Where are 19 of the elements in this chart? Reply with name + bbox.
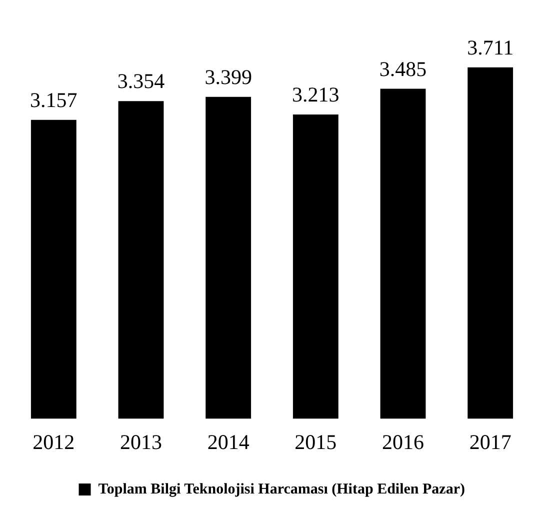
x-tick-label: 2013 <box>120 430 162 454</box>
bar <box>380 88 426 419</box>
x-tick-label: 2015 <box>294 430 337 454</box>
x-tick-label: 2016 <box>382 430 424 454</box>
data-label: 3.354 <box>117 69 166 94</box>
data-label: 3.157 <box>30 88 78 112</box>
data-label: 3.399 <box>204 64 252 89</box>
data-label: 3.213 <box>292 82 340 107</box>
x-tick-label: 2017 <box>469 430 512 454</box>
data-label: 3.485 <box>379 56 427 81</box>
bar <box>468 67 514 419</box>
bar <box>206 96 252 419</box>
x-tick-label: 2012 <box>32 430 75 454</box>
data-label: 3.711 <box>467 35 514 60</box>
bar <box>30 120 76 419</box>
x-tick-label: 2014 <box>207 430 250 454</box>
legend-label: Toplam Bilgi Teknolojisi Harcaması (Hitap Edilen Pazar) <box>98 481 465 498</box>
bar <box>292 114 338 419</box>
bar <box>118 101 164 419</box>
